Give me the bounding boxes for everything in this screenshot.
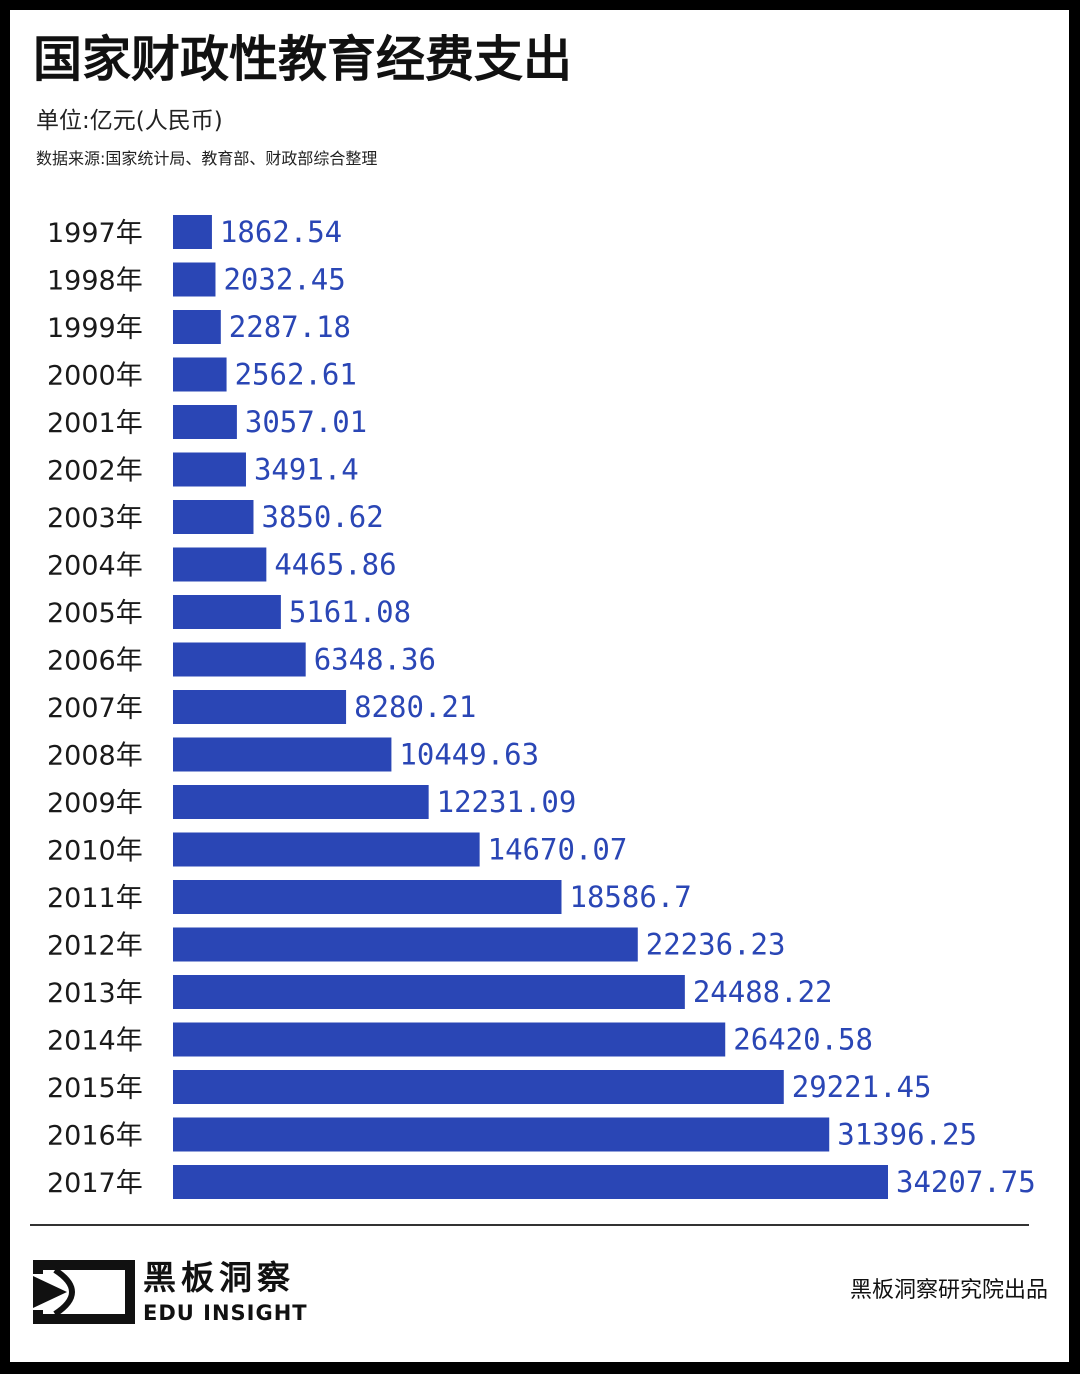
year-label: 2001年 — [47, 408, 143, 439]
bar — [173, 500, 254, 534]
bar — [173, 1165, 888, 1199]
brand-name-cn: 黑板洞察 — [143, 1258, 295, 1297]
year-label: 2017年 — [47, 1168, 143, 1199]
year-label: 2010年 — [47, 836, 143, 867]
year-label: 2015年 — [47, 1073, 143, 1104]
bar — [173, 405, 237, 439]
value-label: 22236.23 — [646, 928, 786, 962]
bar — [173, 452, 246, 487]
value-label: 4465.86 — [274, 548, 396, 582]
bar — [173, 595, 281, 629]
year-label: 2009年 — [47, 788, 143, 819]
value-label: 10449.63 — [399, 738, 539, 772]
bar — [173, 785, 429, 819]
year-label: 2012年 — [47, 931, 143, 962]
value-label: 29221.45 — [792, 1070, 932, 1104]
value-label: 14670.07 — [488, 833, 628, 867]
value-label: 2032.45 — [223, 263, 345, 297]
eye-play-icon — [33, 1260, 135, 1324]
year-label: 2004年 — [47, 551, 143, 582]
value-label: 8280.21 — [354, 690, 476, 724]
value-label: 24488.22 — [693, 975, 833, 1009]
value-label: 2562.61 — [235, 358, 357, 392]
bar — [173, 832, 480, 867]
brand-name-en: EDU INSIGHT — [143, 1301, 308, 1325]
year-label: 2013年 — [47, 978, 143, 1009]
value-label: 1862.54 — [220, 215, 342, 249]
year-label: 1999年 — [47, 313, 143, 344]
bar — [173, 927, 638, 962]
bar — [173, 1117, 830, 1152]
value-label: 3850.62 — [261, 500, 383, 534]
year-label: 2002年 — [47, 456, 143, 487]
year-label: 2006年 — [47, 646, 143, 677]
value-label: 34207.75 — [896, 1165, 1036, 1199]
value-label: 12231.09 — [437, 785, 577, 819]
bar — [173, 215, 212, 249]
unit-note: 单位:亿元(人民币) — [36, 108, 223, 134]
bar — [173, 737, 392, 772]
bar — [173, 262, 216, 297]
value-label: 26420.58 — [733, 1023, 873, 1057]
year-label: 2008年 — [47, 741, 143, 772]
value-label: 6348.36 — [314, 643, 436, 677]
year-label: 2014年 — [47, 1026, 143, 1057]
bar — [173, 547, 267, 582]
year-label: 2003年 — [47, 503, 143, 534]
value-label: 3057.01 — [245, 405, 367, 439]
value-label: 31396.25 — [837, 1118, 977, 1152]
year-label: 2000年 — [47, 361, 143, 392]
value-label: 5161.08 — [289, 595, 411, 629]
value-label: 18586.7 — [569, 880, 691, 914]
bar — [173, 310, 221, 344]
year-label: 1998年 — [47, 266, 143, 297]
bar — [173, 880, 562, 914]
bar — [173, 642, 306, 677]
year-label: 2005年 — [47, 598, 143, 629]
year-label: 2011年 — [47, 883, 143, 914]
value-label: 2287.18 — [229, 310, 351, 344]
year-label: 1997年 — [47, 218, 143, 249]
year-label: 2007年 — [47, 693, 143, 724]
value-label: 3491.4 — [254, 453, 359, 487]
bar — [173, 357, 227, 392]
chart-title: 国家财政性教育经费支出 — [33, 31, 573, 88]
bar — [173, 1022, 726, 1057]
bar — [173, 1070, 784, 1104]
bar — [173, 690, 347, 724]
bar — [173, 975, 685, 1009]
data-source-note: 数据来源:国家统计局、教育部、财政部综合整理 — [36, 149, 378, 168]
credit-text: 黑板洞察研究院出品 — [849, 1278, 1048, 1303]
year-label: 2016年 — [47, 1121, 143, 1152]
footer-divider — [30, 1224, 1029, 1226]
